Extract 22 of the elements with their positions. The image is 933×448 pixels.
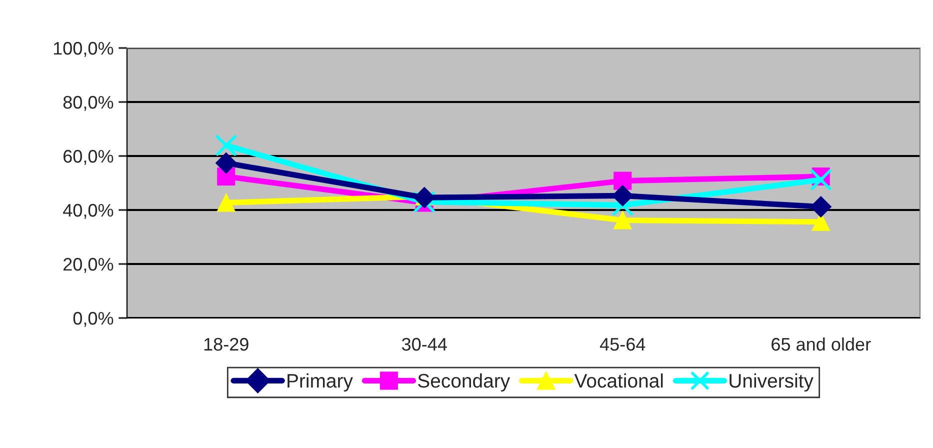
x-tick-label: 45-64: [600, 338, 646, 351]
point: [810, 168, 832, 191]
legend-label: University: [730, 373, 814, 392]
point: [215, 134, 238, 157]
x-tick-label: 18-29: [204, 338, 248, 351]
y-tick-label: 80,0%: [63, 96, 114, 111]
y-tick-label: 0,0%: [73, 312, 114, 327]
y-tick-label: 40,0%: [63, 204, 114, 219]
point: [217, 194, 236, 212]
y-tick-label: 20,0%: [64, 258, 114, 273]
point: [216, 152, 237, 174]
legend-label: Vocational: [574, 373, 663, 388]
legend-label: Secondary: [418, 373, 510, 392]
point: [414, 187, 435, 208]
legend-label: Primary: [288, 373, 353, 392]
point: [614, 211, 632, 230]
point: [614, 172, 632, 190]
x-tick-label: 30-44: [402, 338, 447, 351]
y-tick-label: 60,0%: [64, 150, 114, 165]
point: [810, 196, 832, 218]
x-tick-label: 65 and older: [772, 337, 871, 351]
y-tick-label: 100,0%: [54, 42, 114, 57]
